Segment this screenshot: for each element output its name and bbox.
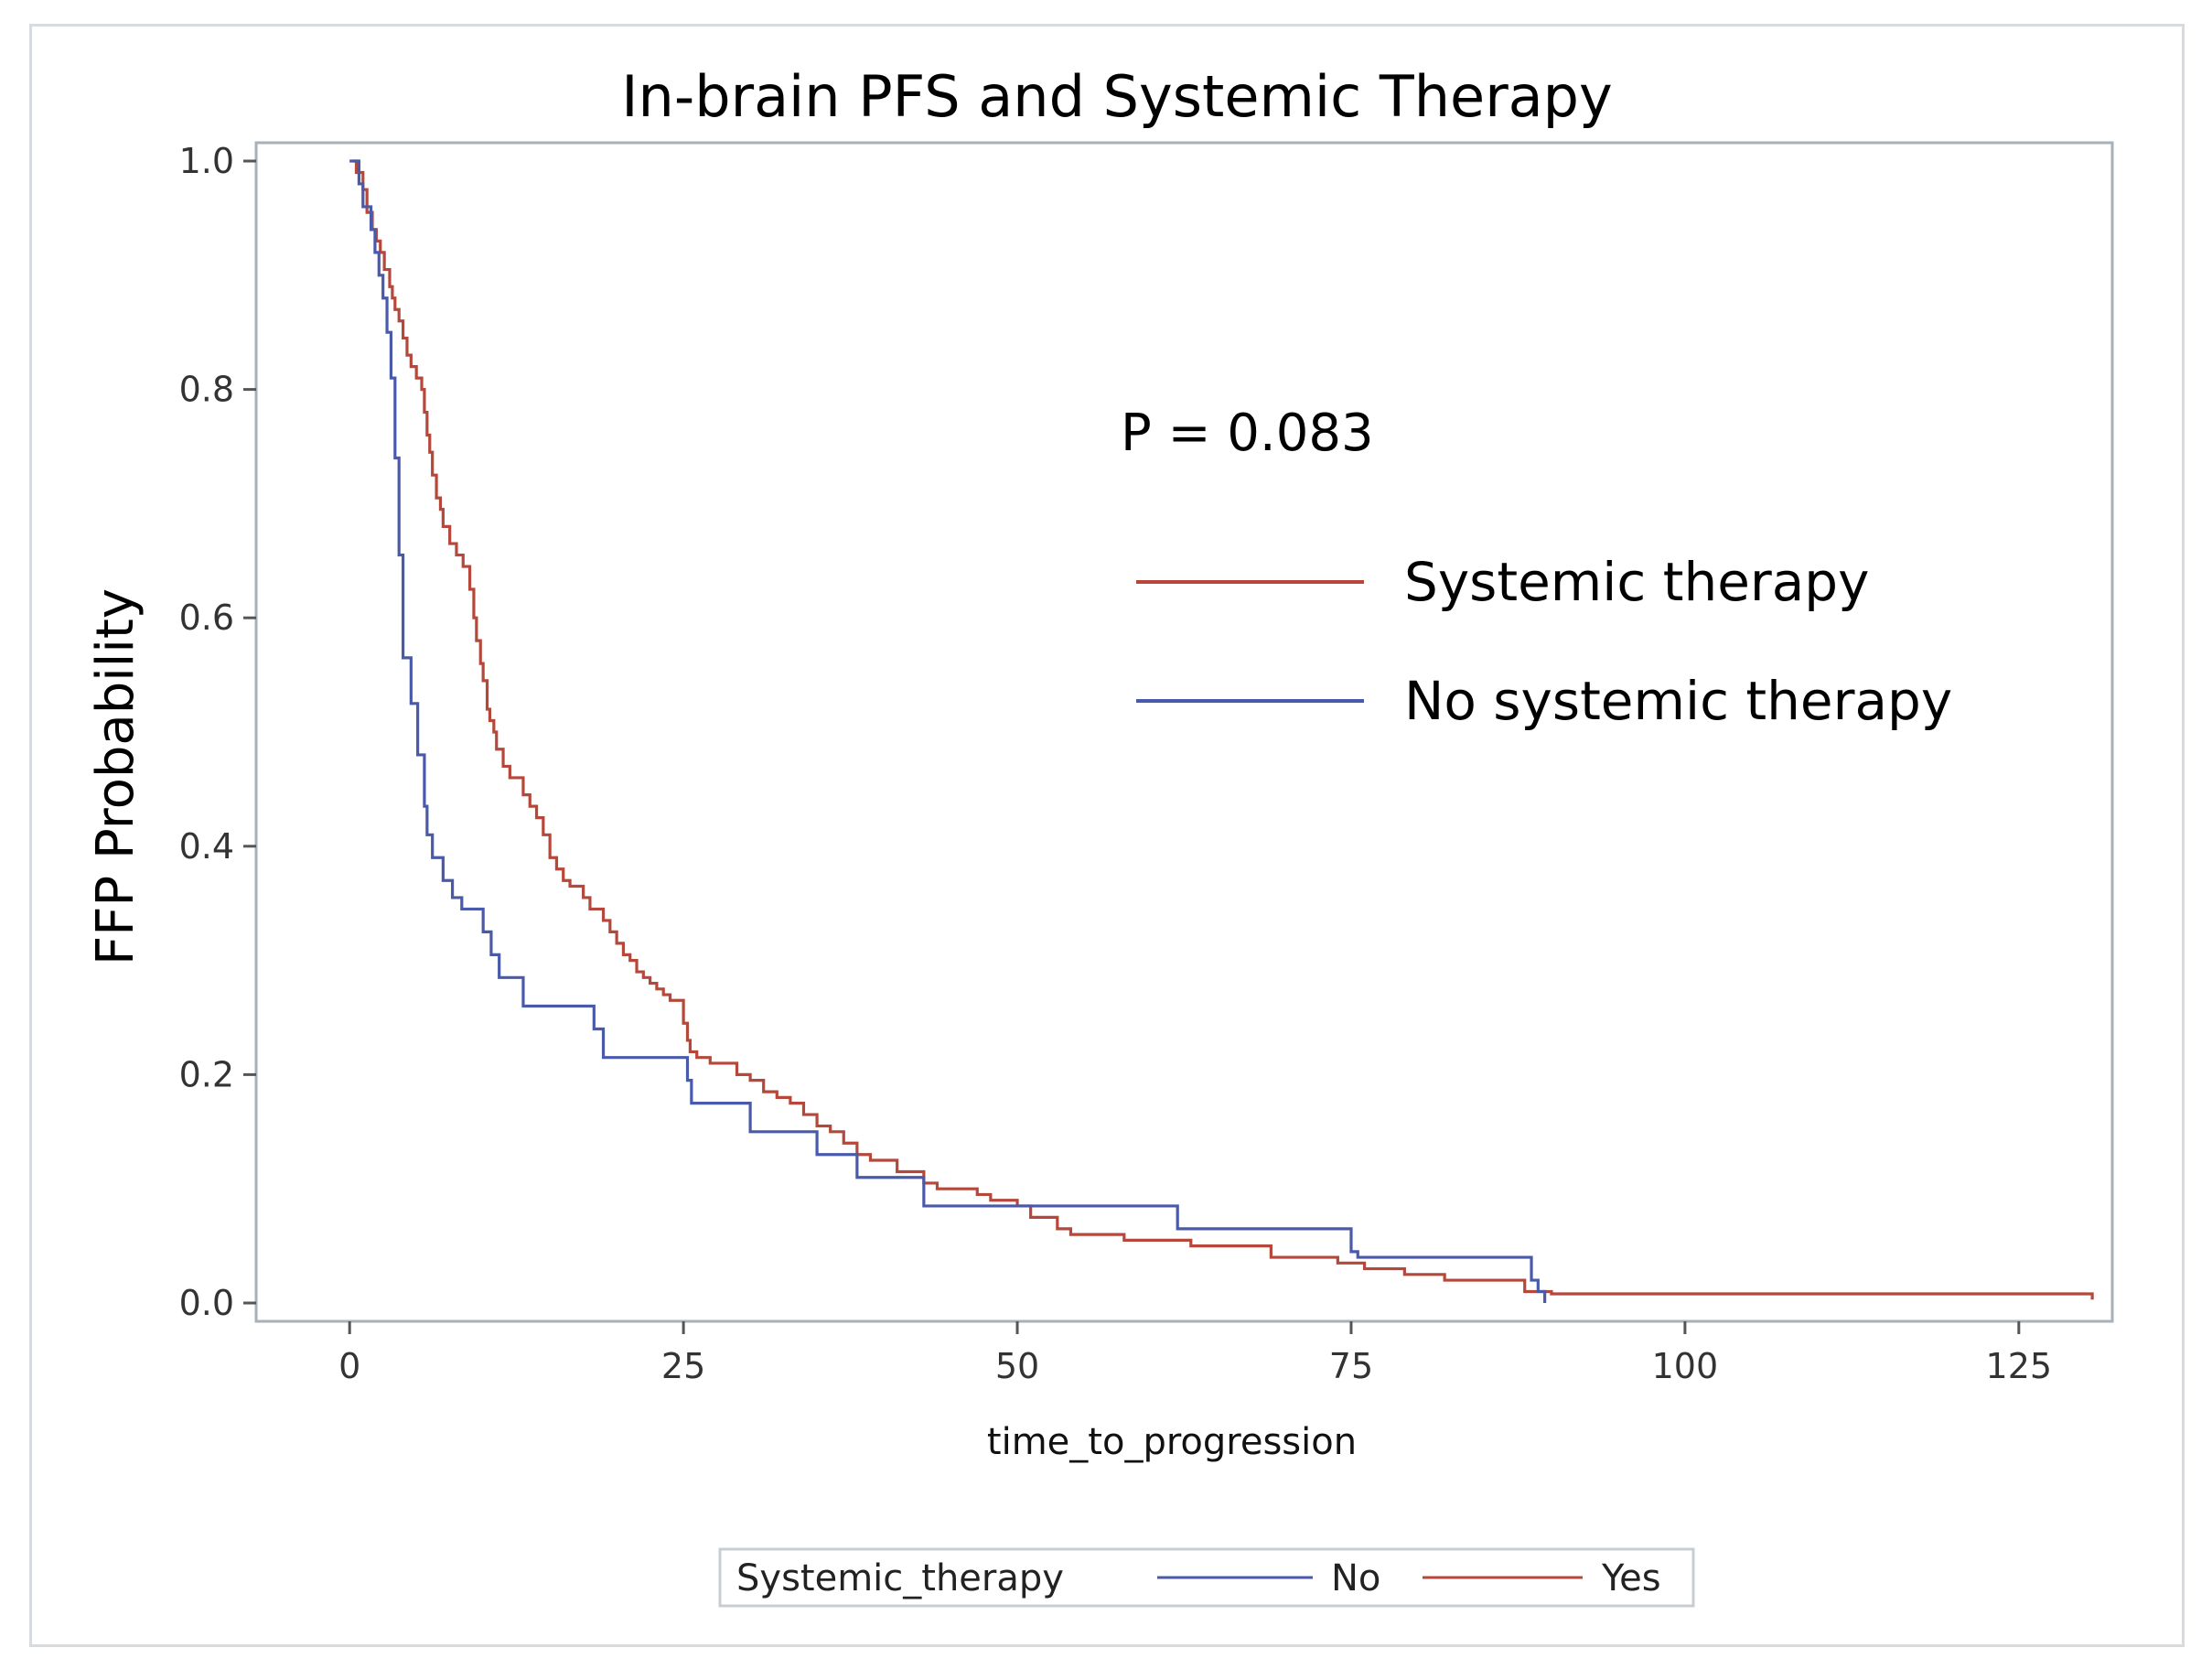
y-tick-label: 0.4: [179, 826, 234, 867]
legend-label: Systemic therapy: [1404, 551, 1869, 613]
bottom-legend-label: Yes: [1601, 1557, 1661, 1599]
legend-label: No systemic therapy: [1404, 670, 1952, 732]
x-axis-label: time_to_progression: [987, 1421, 1357, 1463]
x-tick-label: 25: [661, 1346, 705, 1386]
survival-chart: In-brain PFS and Systemic Therapy FFP Pr…: [86, 63, 2114, 1608]
inside-legend: Systemic therapy No systemic therapy: [1136, 551, 1952, 732]
x-tick-label: 125: [1986, 1346, 2053, 1386]
x-tick-label: 100: [1652, 1346, 1719, 1386]
y-tick-label: 0.6: [179, 598, 234, 638]
bottom-legend: Systemic_therapy No Yes: [718, 1547, 1695, 1608]
plot-area: [254, 141, 2114, 1323]
x-tick-label: 75: [1329, 1346, 1373, 1386]
chart-frame: In-brain PFS and Systemic Therapy FFP Pr…: [29, 24, 2185, 1647]
chart-title: In-brain PFS and Systemic Therapy: [621, 63, 1612, 130]
x-tick-label: 50: [995, 1346, 1039, 1386]
y-tick-label: 0.8: [179, 370, 234, 410]
p-value-annotation: P = 0.083: [1121, 404, 1374, 463]
y-tick-label: 0.0: [179, 1283, 234, 1323]
y-axis-label: FFP Probability: [86, 588, 145, 965]
bottom-legend-title: Systemic_therapy: [736, 1557, 1064, 1599]
bottom-legend-label: No: [1331, 1557, 1380, 1599]
survival-curve-no: [349, 159, 1547, 1303]
y-tick-label: 1.0: [179, 141, 234, 181]
y-tick-label: 0.2: [179, 1054, 234, 1094]
x-tick-label: 0: [338, 1346, 360, 1386]
survival-curve-yes: [353, 159, 2094, 1300]
